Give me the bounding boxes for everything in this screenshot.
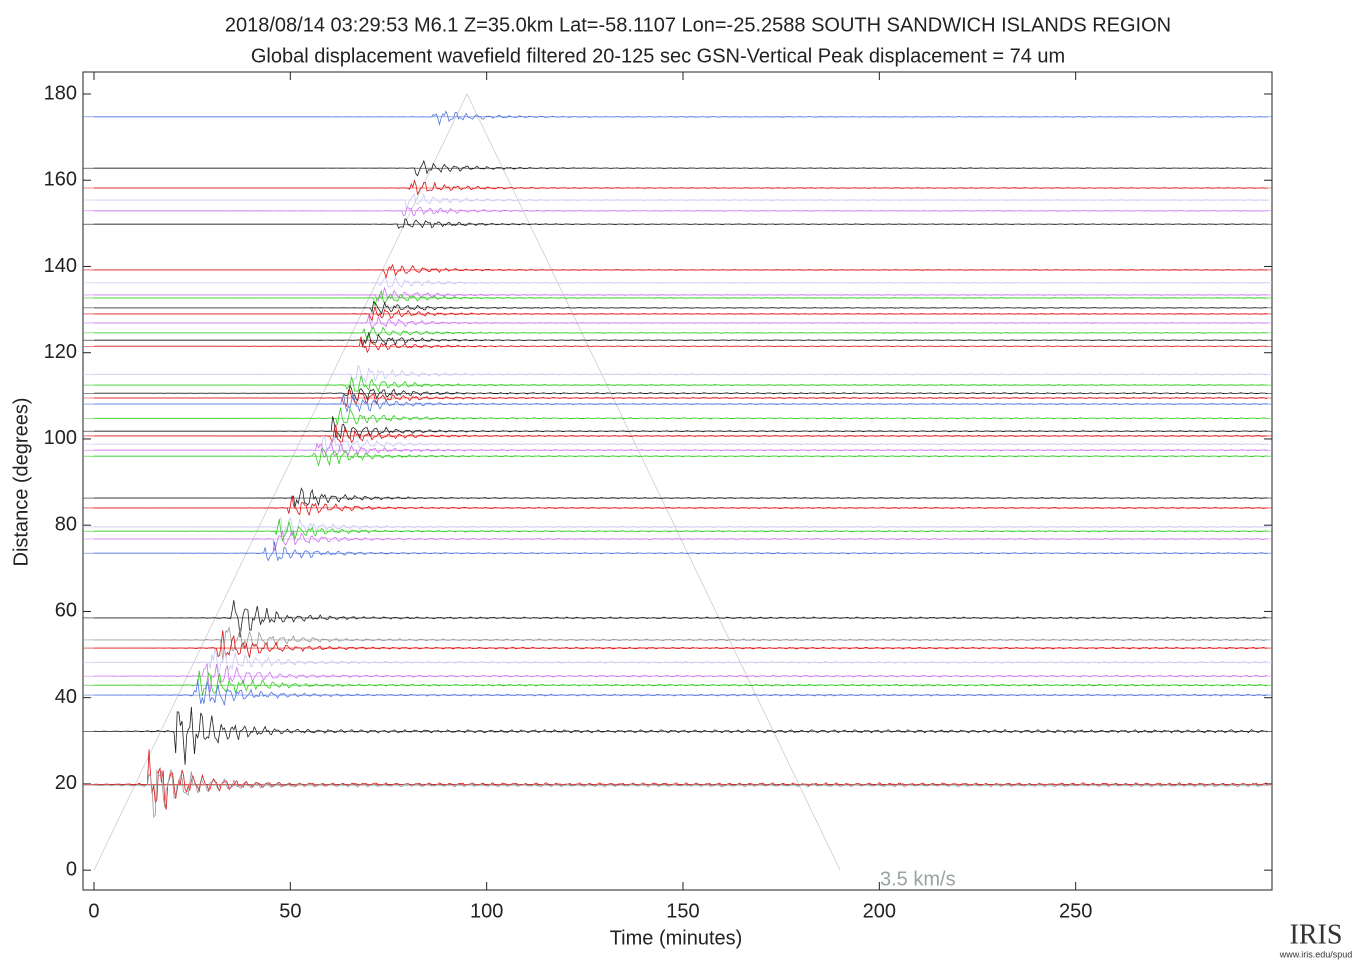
trace xyxy=(94,769,1268,819)
trace xyxy=(94,519,1268,543)
trace xyxy=(94,648,1268,674)
trace xyxy=(94,440,1268,458)
y-tick-label: 100 xyxy=(44,427,77,449)
trace xyxy=(94,364,1268,385)
y-tick-label: 80 xyxy=(55,513,77,535)
y-tick-label: 0 xyxy=(66,858,77,880)
trace xyxy=(94,424,1268,444)
x-tick-label: 150 xyxy=(666,900,699,922)
y-tick-label: 40 xyxy=(55,686,77,708)
trace xyxy=(94,630,1268,658)
trace xyxy=(93,706,1268,765)
trace xyxy=(94,192,1268,210)
trace xyxy=(94,331,1268,348)
trace xyxy=(94,336,1268,354)
trace xyxy=(94,447,1268,467)
trace xyxy=(94,206,1268,217)
trace xyxy=(94,626,1268,661)
trace xyxy=(94,600,1268,638)
y-tick-label: 60 xyxy=(55,600,77,622)
x-tick-label: 50 xyxy=(279,900,301,922)
trace xyxy=(94,179,1268,196)
y-tick-label: 180 xyxy=(44,82,77,104)
trace xyxy=(94,375,1268,393)
chart-subtitle: Global displacement wavefield filtered 2… xyxy=(251,45,1065,67)
trace xyxy=(94,389,1268,408)
velocity-curve xyxy=(93,93,841,871)
trace xyxy=(94,516,1268,537)
trace xyxy=(94,541,1268,562)
trace xyxy=(94,495,1268,517)
trace xyxy=(94,289,1268,307)
trace xyxy=(94,110,1268,126)
trace xyxy=(94,407,1268,425)
x-tick-label: 250 xyxy=(1059,900,1092,922)
logo-url: www.iris.edu/spud xyxy=(1279,949,1353,959)
trace xyxy=(94,263,1268,280)
trace xyxy=(94,435,1268,453)
trace xyxy=(94,679,1268,706)
y-tick-label: 20 xyxy=(55,772,77,794)
trace xyxy=(94,326,1268,341)
trace xyxy=(93,749,1268,810)
trace xyxy=(94,218,1268,229)
plot-frame xyxy=(82,71,1273,891)
trace xyxy=(94,670,1268,696)
y-axis-label: Distance (degrees) xyxy=(10,398,32,567)
trace xyxy=(94,286,1268,302)
trace xyxy=(94,392,1268,413)
trace xyxy=(94,300,1268,315)
x-tick-label: 200 xyxy=(863,900,896,922)
y-tick-label: 120 xyxy=(44,341,77,363)
chart-title: 2018/08/14 03:29:53 M6.1 Z=35.0km Lat=-5… xyxy=(225,14,1171,36)
trace xyxy=(94,529,1268,552)
y-tick-label: 160 xyxy=(44,169,77,191)
trace xyxy=(94,314,1268,330)
x-tick-label: 100 xyxy=(470,900,503,922)
trace xyxy=(94,306,1268,322)
trace xyxy=(94,416,1268,440)
x-tick-label: 0 xyxy=(88,900,99,922)
trace xyxy=(94,663,1268,693)
trace xyxy=(94,159,1268,177)
logo: IRIS xyxy=(1290,919,1343,950)
trace xyxy=(94,276,1268,288)
trace xyxy=(94,487,1268,508)
trace xyxy=(94,384,1268,401)
y-tick-label: 140 xyxy=(44,255,77,277)
velocity-label: 3.5 km/s xyxy=(880,868,956,890)
x-axis-label: Time (minutes) xyxy=(610,927,743,949)
